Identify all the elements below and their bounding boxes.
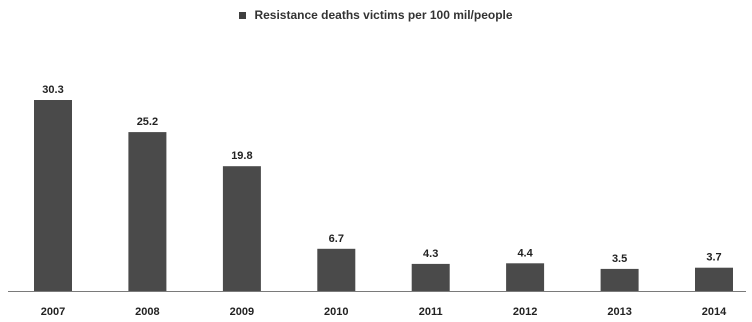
x-tick-2013: 2013 (607, 306, 631, 318)
legend-label: Resistance deaths victims per 100 mil/pe… (254, 8, 513, 22)
bar-2014 (695, 267, 733, 291)
data-label-2014: 3.7 (706, 252, 721, 264)
x-tick-2011: 2011 (419, 306, 443, 318)
bar-2011 (411, 263, 450, 291)
data-labels: 30.3 25.2 19.8 6.7 4.3 4.4 3.5 3.7 (42, 84, 721, 265)
data-label-2013: 3.5 (612, 253, 627, 265)
bar-2010 (317, 248, 356, 291)
data-label-2008: 25.2 (137, 116, 158, 128)
legend: Resistance deaths victims per 100 mil/pe… (0, 8, 752, 22)
bar-2007 (34, 100, 72, 291)
x-axis-tick-labels: 2007 2008 2009 2010 2011 2012 2013 2014 (41, 306, 727, 318)
data-label-2010: 6.7 (329, 233, 344, 245)
x-tick-2014: 2014 (702, 306, 727, 318)
x-tick-2012: 2012 (513, 306, 537, 318)
bar-2012 (506, 263, 545, 291)
data-label-2009: 19.8 (231, 150, 252, 162)
legend-swatch (239, 11, 247, 19)
data-label-2012: 4.4 (517, 247, 533, 259)
bar-2009 (222, 166, 261, 291)
x-tick-2008: 2008 (135, 306, 159, 318)
bar-2008 (128, 132, 167, 291)
data-label-2007: 30.3 (42, 84, 63, 96)
x-tick-2009: 2009 (230, 306, 254, 318)
bars (34, 100, 733, 291)
x-tick-2010: 2010 (324, 306, 348, 318)
data-label-2011: 4.3 (423, 248, 438, 260)
bar-2013 (600, 268, 639, 291)
x-tick-2007: 2007 (41, 306, 65, 318)
